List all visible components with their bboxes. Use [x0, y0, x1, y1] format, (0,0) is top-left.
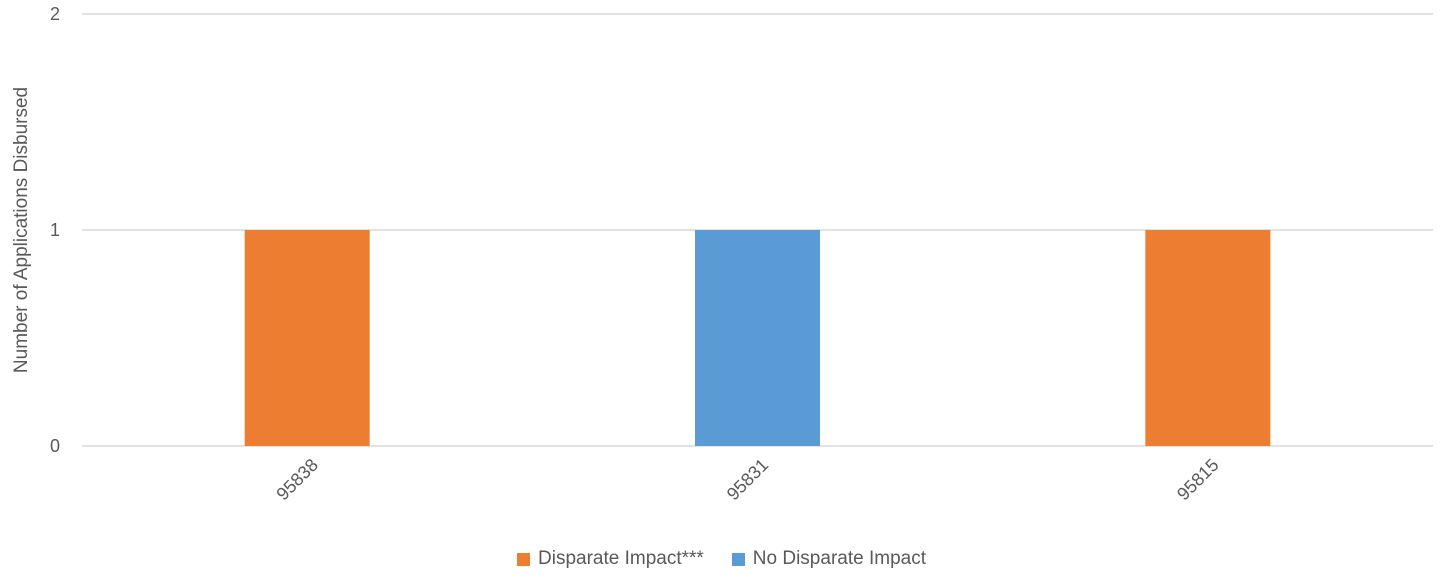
x-tick-label: 95815 [1173, 455, 1223, 505]
bars [244, 230, 1271, 446]
x-tick-label: 95838 [272, 455, 322, 505]
x-tick-label: 95831 [723, 455, 773, 505]
legend-swatch-disparate-impact [517, 552, 530, 566]
bar-95831-series-1[interactable] [695, 230, 820, 446]
x-tick-labels: 95838 95831 95815 [272, 455, 1222, 505]
y-tick-label: 2 [50, 4, 60, 24]
legend-label-no-disparate-impact: No Disparate Impact [752, 548, 926, 569]
legend-item-disparate-impact[interactable]: Disparate Impact*** [517, 548, 704, 570]
y-tick-label: 1 [50, 220, 60, 240]
y-tick-labels: 0 1 2 [50, 4, 60, 456]
legend-item-no-disparate-impact[interactable]: No Disparate Impact [731, 548, 926, 570]
y-tick-label: 0 [50, 436, 60, 456]
bar-95838-series-0[interactable] [244, 230, 370, 446]
y-axis-label: Number of Applications Disbursed [11, 87, 32, 373]
legend-label-disparate-impact: Disparate Impact*** [538, 548, 704, 569]
legend: Disparate Impact*** No Disparate Impact [0, 548, 1443, 570]
bar-95815-series-0[interactable] [1145, 230, 1271, 446]
legend-swatch-no-disparate-impact [731, 552, 745, 566]
